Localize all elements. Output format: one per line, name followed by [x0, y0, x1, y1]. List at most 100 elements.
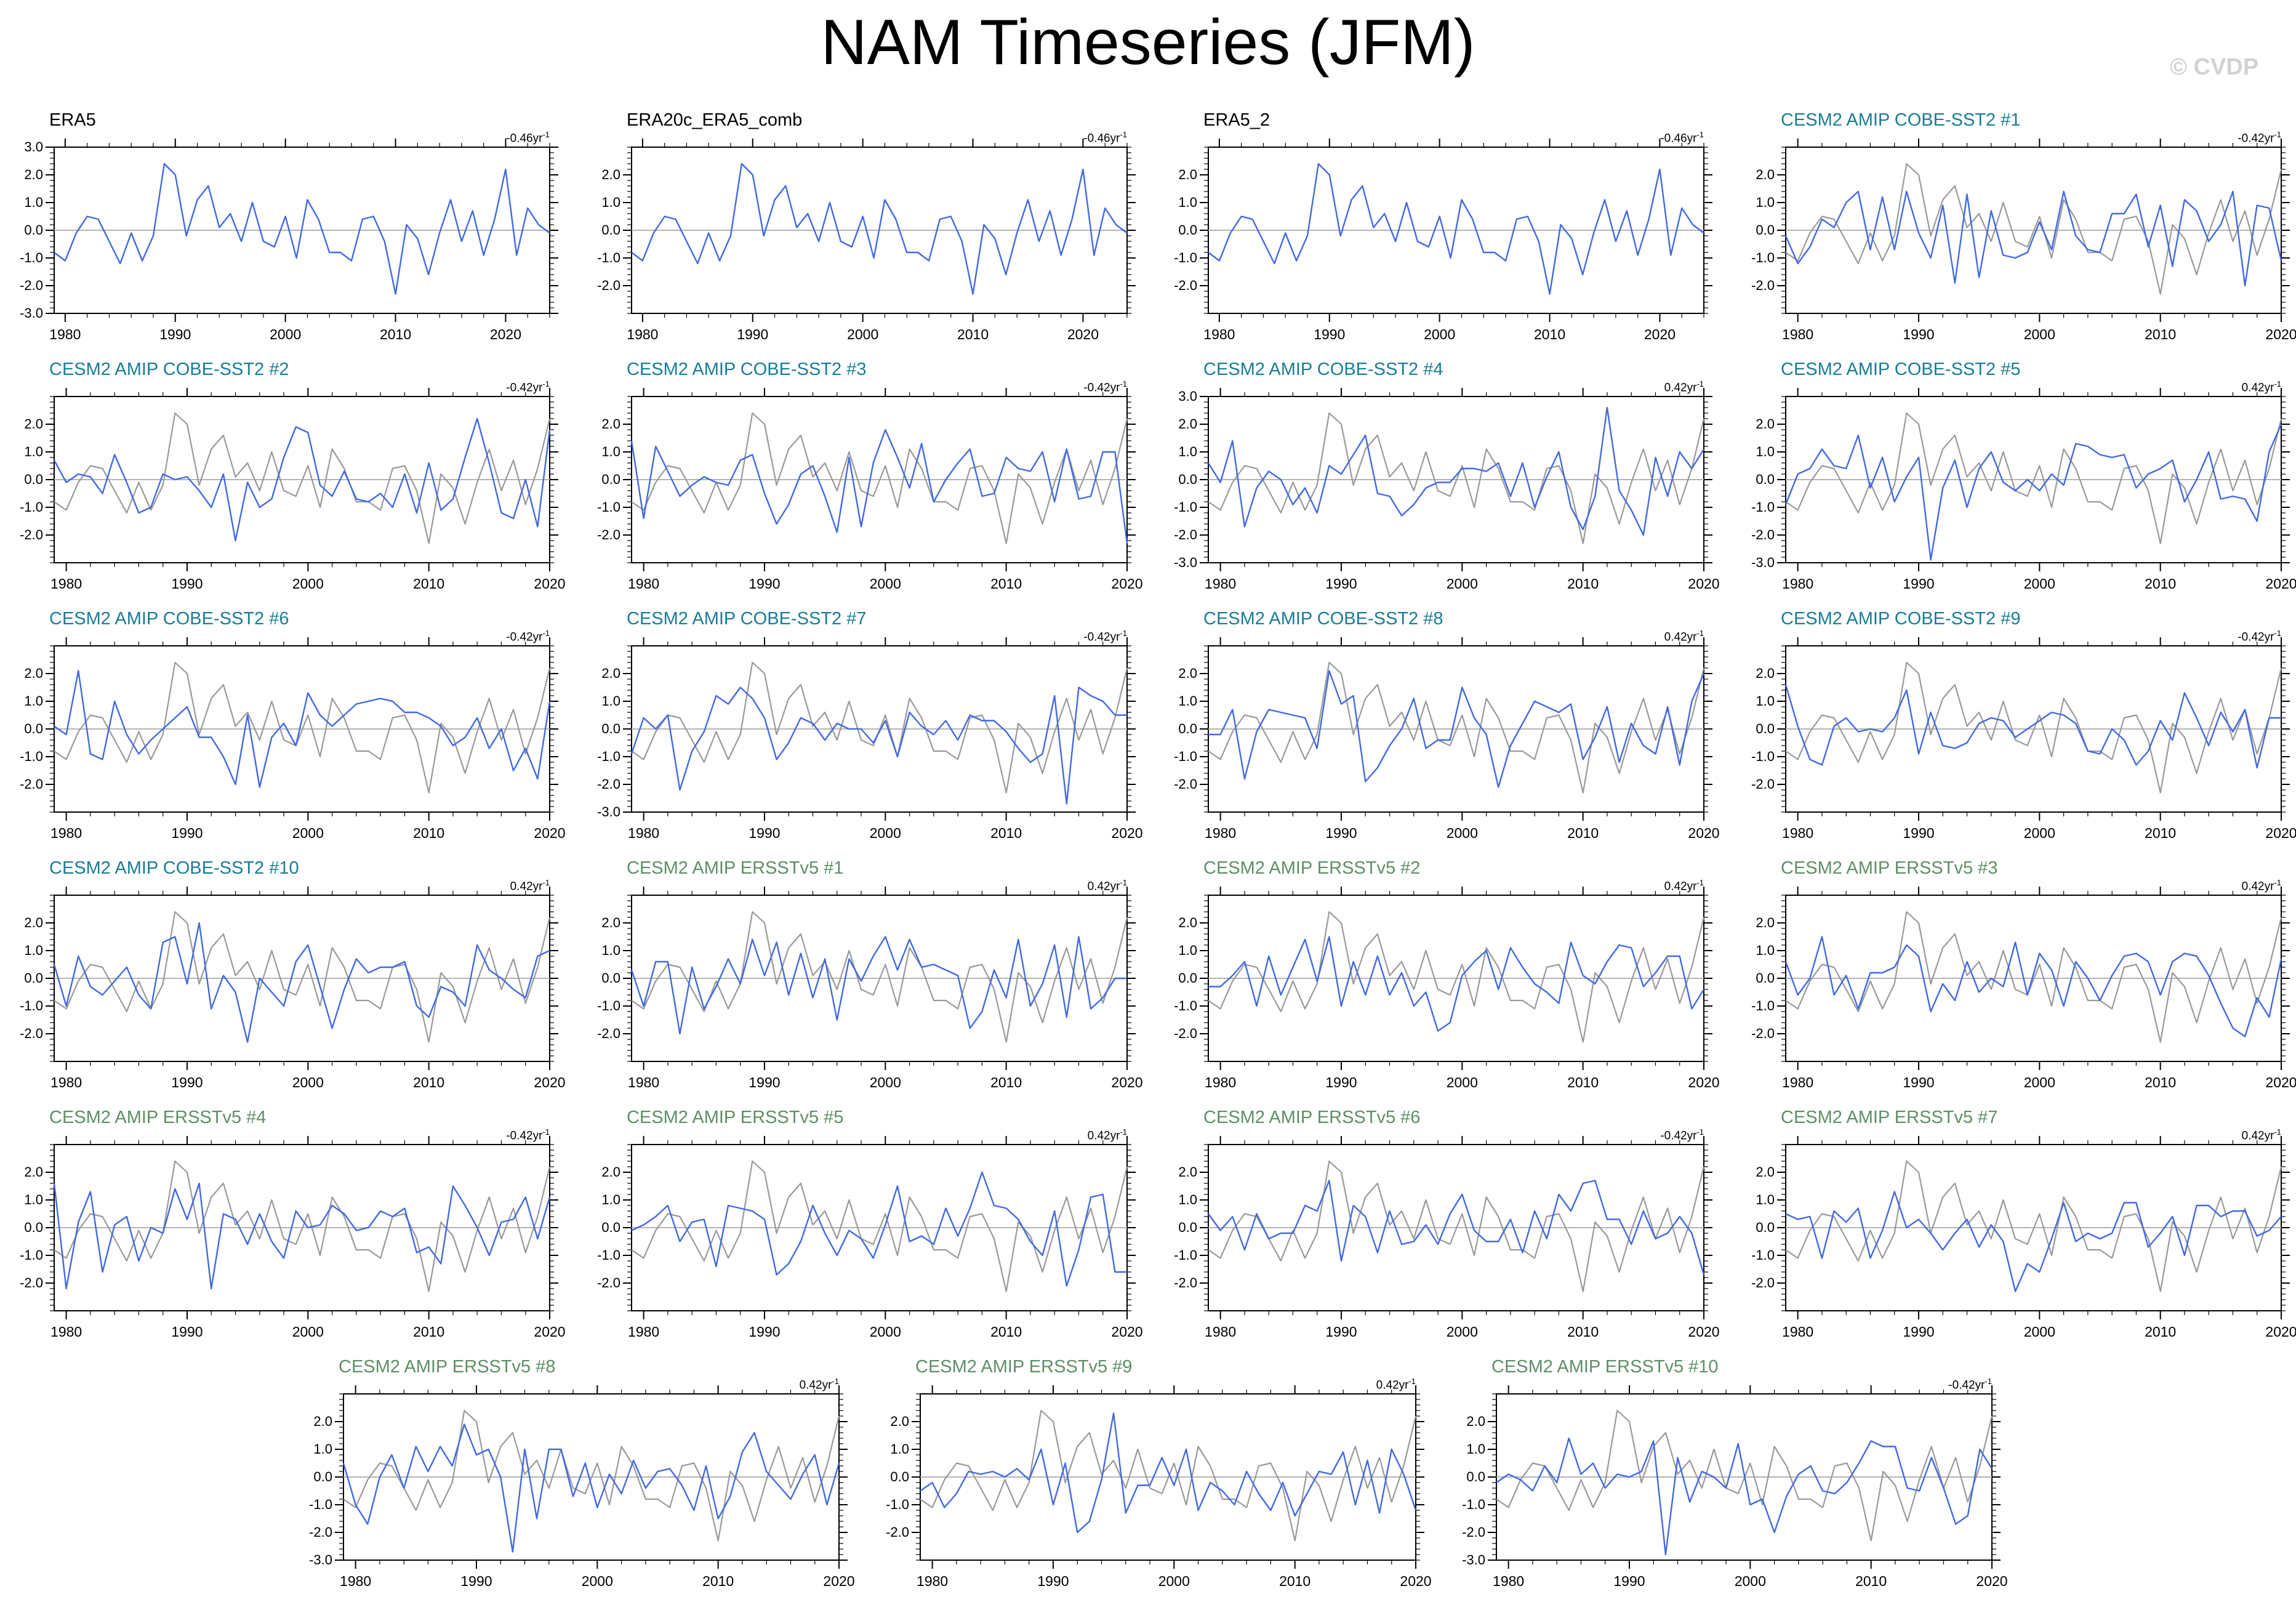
model-series-line — [342, 1423, 840, 1553]
y-tick-label: 1.0 — [24, 693, 43, 709]
trend-label: 0.42yr-1 — [1087, 1127, 1127, 1143]
y-tick-label: -1.0 — [1174, 749, 1197, 764]
y-tick-label: -2.0 — [886, 1524, 909, 1540]
x-tick-label: 1980 — [50, 825, 82, 841]
y-tick-label: 2.0 — [1178, 416, 1197, 432]
x-tick-label: 2020 — [823, 1573, 854, 1589]
timeseries-plot: -2.0 -1.0 0.0 1.0 2.0 1980 1990 2000 2010 2020 — [1174, 1136, 1720, 1340]
y-tick-label: -1.0 — [20, 749, 43, 764]
y-tick-label: 1.0 — [601, 195, 620, 210]
y-tick-label: -2.0 — [1751, 527, 1775, 542]
y-tick-label: -1.0 — [20, 250, 43, 265]
x-tick-label: 2010 — [2145, 326, 2176, 342]
y-tick-label: -2.0 — [1174, 1026, 1197, 1041]
trend-label: 0.42yr-1 — [2241, 878, 2281, 893]
y-tick-label: 2.0 — [601, 666, 620, 681]
y-tick-label: 2.0 — [24, 1164, 43, 1180]
model-series-line — [1785, 1191, 2282, 1292]
timeseries-plot: -2.0 -1.0 0.0 1.0 2.0 1980 1990 2000 2010 2020 — [886, 1385, 1432, 1589]
y-tick-label: 1.0 — [601, 943, 620, 958]
panel-title: ERA5_2 — [1203, 110, 1270, 130]
panel-title: CESM2 AMIP ERSSTv5 #7 — [1781, 1108, 1998, 1127]
x-tick-label: 2000 — [2024, 1074, 2055, 1090]
timeseries-panel: -2.0 -1.0 0.0 1.0 2.0 1980 1990 2000 2010 2020 CES… — [6, 609, 566, 847]
x-tick-label: 1990 — [749, 825, 780, 841]
panel-title: CESM2 AMIP COBE-SST2 #1 — [1781, 110, 2021, 130]
x-tick-label: 1990 — [171, 1074, 203, 1090]
x-tick-label: 1980 — [1205, 1324, 1236, 1340]
y-tick-label: -2.0 — [597, 278, 620, 293]
y-tick-label: -1.0 — [597, 749, 620, 764]
x-tick-label: 1980 — [917, 1573, 948, 1589]
y-tick-label: 1.0 — [601, 693, 620, 709]
y-tick-label: 0.0 — [1756, 472, 1775, 487]
y-tick-label: -2.0 — [20, 278, 43, 293]
x-tick-label: 2010 — [990, 1324, 1022, 1340]
timeseries-plot: -2.0 -1.0 0.0 1.0 2.0 1980 1990 2000 2010 2020 — [1751, 637, 2296, 841]
trend-label: -0.46yr-1 — [506, 130, 550, 145]
y-tick-label: -1.0 — [20, 998, 43, 1013]
y-tick-label: 2.0 — [1756, 915, 1775, 930]
model-series-line — [53, 1182, 551, 1290]
timeseries-panel: -2.0 -1.0 0.0 1.0 2.0 1980 1990 2000 2010 2020 CES… — [872, 1357, 1432, 1595]
obs-series-line — [1208, 911, 1705, 1043]
y-tick-label: -2.0 — [309, 1524, 332, 1540]
y-tick-label: 1.0 — [1756, 1192, 1775, 1207]
x-tick-label: 1980 — [50, 576, 82, 592]
y-tick-label: 3.0 — [24, 139, 43, 155]
panel-title: CESM2 AMIP ERSSTv5 #5 — [627, 1108, 844, 1127]
panel-title: CESM2 AMIP COBE-SST2 #9 — [1781, 609, 2021, 629]
timeseries-plot: -2.0 -1.0 0.0 1.0 2.0 1980 1990 2000 2010 2020 — [1174, 637, 1720, 841]
x-tick-label: 2010 — [2145, 576, 2176, 592]
y-tick-label: -1.0 — [1174, 499, 1197, 515]
y-tick-label: 2.0 — [601, 167, 620, 182]
trend-label: 0.42yr-1 — [510, 878, 550, 893]
timeseries-panel: -2.0 -1.0 0.0 1.0 2.0 1980 1990 2000 2010 2020 CES… — [1738, 858, 2296, 1096]
panel-title: CESM2 AMIP COBE-SST2 #10 — [49, 858, 299, 878]
panel-title: CESM2 AMIP COBE-SST2 #6 — [49, 609, 289, 629]
y-tick-label: 1.0 — [24, 195, 43, 210]
x-tick-label: 2020 — [534, 1074, 565, 1090]
x-tick-label: 1990 — [171, 576, 203, 592]
y-tick-label: -1.0 — [1751, 499, 1775, 515]
x-tick-label: 1980 — [1205, 825, 1236, 841]
y-tick-label: -2.0 — [1751, 278, 1775, 293]
model-series-line — [54, 670, 551, 788]
x-tick-label: 1990 — [1903, 576, 1934, 592]
x-tick-label: 2000 — [292, 1324, 324, 1340]
x-tick-label: 2000 — [292, 576, 324, 592]
x-tick-label: 1980 — [50, 1074, 82, 1090]
y-tick-label: 1.0 — [313, 1441, 332, 1457]
y-tick-label: -2.0 — [1174, 1275, 1197, 1290]
y-tick-label: 0.0 — [890, 1469, 909, 1484]
x-tick-label: 2000 — [2024, 326, 2055, 342]
y-tick-label: -2.0 — [597, 527, 620, 542]
y-tick-label: -2.0 — [597, 1275, 620, 1290]
x-tick-label: 2000 — [870, 825, 901, 841]
obs-series-line — [54, 412, 551, 544]
y-tick-label: 1.0 — [601, 444, 620, 459]
y-tick-label: 0.0 — [601, 721, 620, 736]
y-tick-label: 1.0 — [601, 1192, 620, 1207]
y-tick-label: 0.0 — [1756, 222, 1775, 238]
x-tick-label: 1990 — [749, 1324, 780, 1340]
x-tick-label: 2000 — [1447, 576, 1478, 592]
x-tick-label: 2010 — [2145, 825, 2176, 841]
model-series-line — [920, 1412, 1417, 1534]
panel-title: CESM2 AMIP COBE-SST2 #2 — [49, 360, 289, 379]
y-tick-label: 2.0 — [1756, 416, 1775, 432]
trend-label: -0.42yr-1 — [506, 629, 550, 644]
trend-label: 0.42yr-1 — [799, 1377, 839, 1392]
timeseries-panel: -2.0 -1.0 0.0 1.0 2.0 1980 1990 2000 2010 2020 CES… — [1160, 609, 1720, 847]
x-tick-label: 1980 — [49, 326, 81, 342]
x-tick-label: 2000 — [292, 1074, 324, 1090]
trend-label: 0.42yr-1 — [1664, 878, 1704, 893]
timeseries-plot: -2.0 -1.0 0.0 1.0 2.0 1980 1990 2000 2010 2020 — [597, 887, 1143, 1090]
page-title: NAM Timeseries (JFM) — [821, 7, 1475, 78]
y-tick-label: 3.0 — [1178, 388, 1197, 404]
x-tick-label: 1980 — [628, 576, 659, 592]
y-tick-label: -2.0 — [597, 1026, 620, 1041]
timeseries-plot: -2.0 -1.0 0.0 1.0 2.0 1980 1990 2000 2010 2020 — [1174, 887, 1720, 1090]
x-tick-label: 1980 — [1782, 1324, 1813, 1340]
